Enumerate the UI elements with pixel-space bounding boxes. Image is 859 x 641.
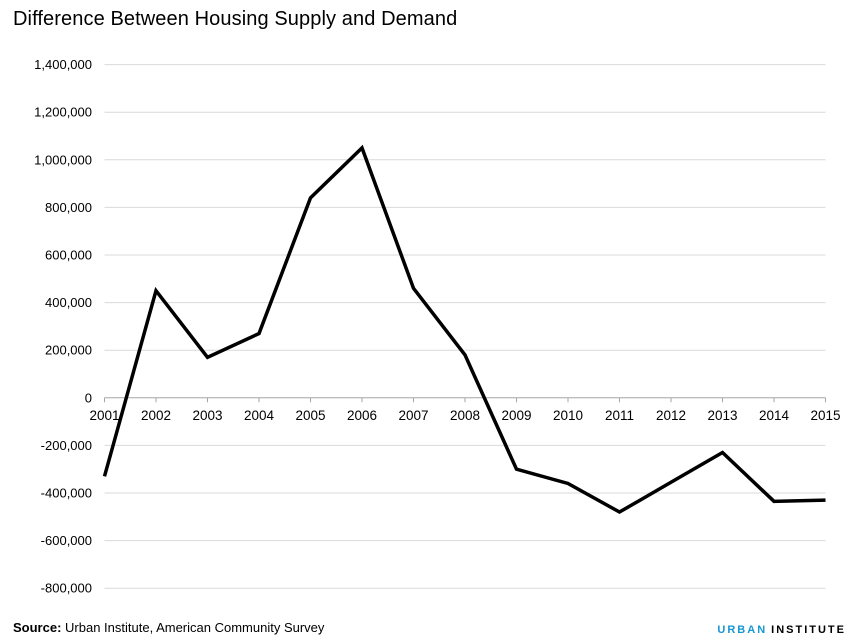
y-axis-tick-label: 600,000 xyxy=(45,248,92,263)
y-axis-tick-label: -200,000 xyxy=(41,438,92,453)
x-axis-tick-label: 2009 xyxy=(501,408,531,423)
urban-institute-logo: URBAN INSTITUTE xyxy=(717,624,846,636)
x-axis-tick-label: 2012 xyxy=(656,408,686,423)
x-axis-tick-label: 2001 xyxy=(89,408,119,423)
x-axis-tick-label: 2005 xyxy=(295,408,325,423)
x-axis-tick-label: 2011 xyxy=(605,408,634,423)
x-axis-tick-label: 2004 xyxy=(244,408,275,423)
chart-title: Difference Between Housing Supply and De… xyxy=(13,8,458,30)
y-axis-tick-label: 800,000 xyxy=(45,200,92,215)
x-axis-tick-label: 2007 xyxy=(398,408,428,423)
x-axis-tick-label: 2002 xyxy=(141,408,171,423)
x-axis-tick-label: 2003 xyxy=(192,408,222,423)
x-axis-tick-label: 2015 xyxy=(810,408,840,423)
y-axis-tick-label: 1,400,000 xyxy=(34,57,92,72)
source-text: Urban Institute, American Community Surv… xyxy=(65,620,325,635)
y-axis-tick-label: -400,000 xyxy=(41,486,92,501)
y-axis-tick-label: -600,000 xyxy=(41,533,92,548)
data-line xyxy=(102,144,826,515)
logo-word-urban: URBAN xyxy=(717,624,768,636)
source-note: Source: Urban Institute, American Commun… xyxy=(13,620,324,635)
x-axis-tick-label: 2006 xyxy=(347,408,377,423)
y-axis-tick-label: 0 xyxy=(85,390,92,405)
y-axis-tick-label: 400,000 xyxy=(45,295,92,310)
x-axis-tick-label: 2014 xyxy=(759,408,790,423)
y-axis-tick-label: 1,000,000 xyxy=(34,152,92,167)
x-axis-tick-label: 2013 xyxy=(707,408,737,423)
y-axis-tick-label: 1,200,000 xyxy=(34,105,92,120)
logo-word-institute: INSTITUTE xyxy=(771,624,846,636)
y-axis-tick-label: -800,000 xyxy=(41,581,92,596)
y-axis-tick-label: 200,000 xyxy=(45,343,92,358)
x-axis-tick-label: 2008 xyxy=(450,408,480,423)
x-axis-tick-label: 2010 xyxy=(553,408,583,423)
source-label: Source: xyxy=(13,620,62,635)
